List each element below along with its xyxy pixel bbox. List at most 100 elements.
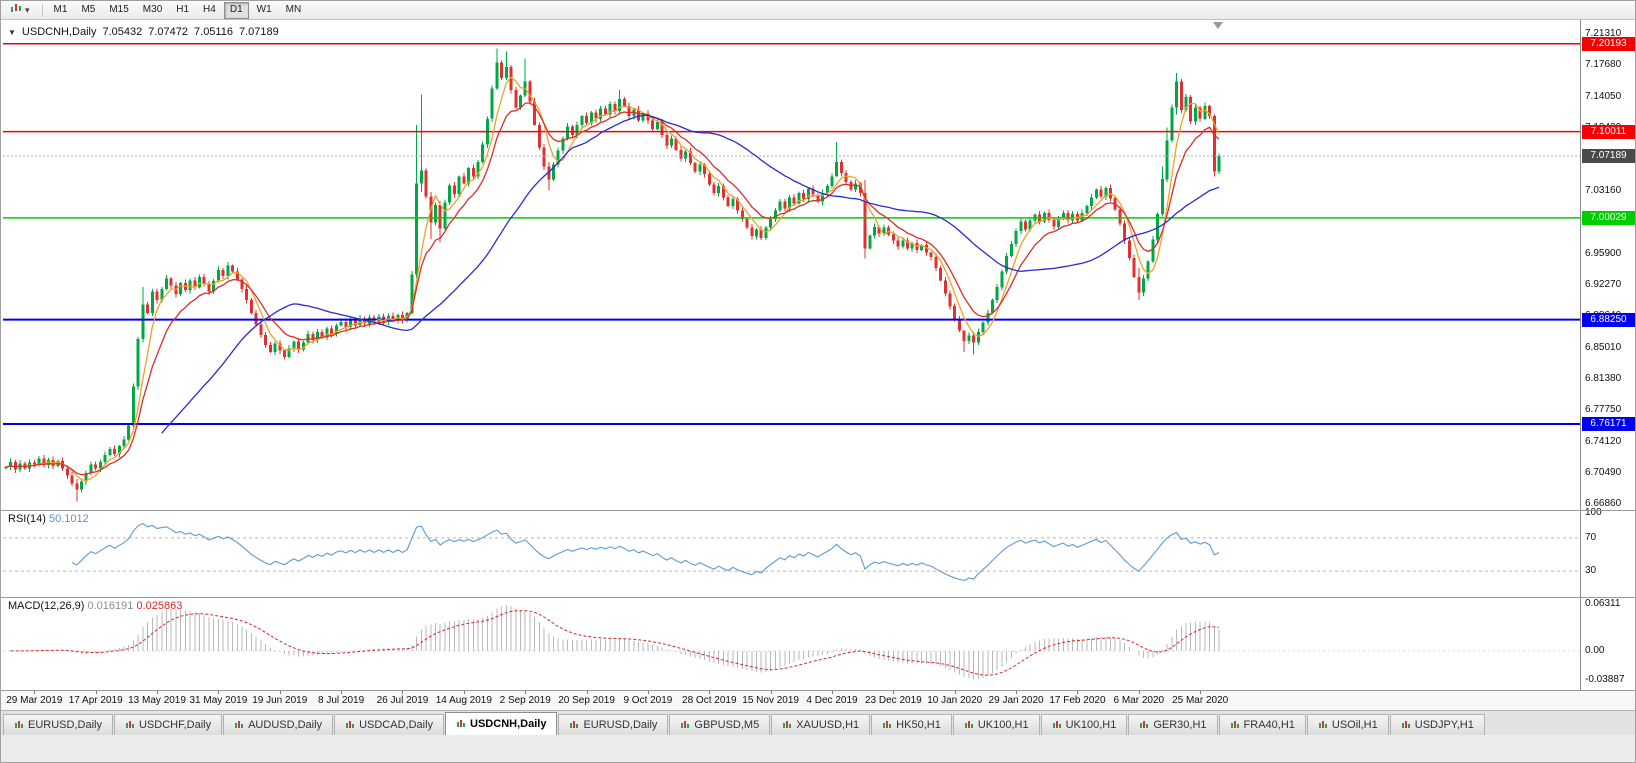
mini-chart-icon <box>1052 720 1062 730</box>
timeframe-button-w1[interactable]: W1 <box>256 3 272 15</box>
chart-tab-fra40-h1[interactable]: FRA40,H1 <box>1218 714 1306 735</box>
chart-tab-gbpusd-m5[interactable]: GBPUSD,M5 <box>669 714 771 735</box>
level-price-badge: 6.88250 <box>1582 312 1635 327</box>
timeframe-button-d1[interactable]: D1 <box>223 1 249 19</box>
chart-tab-usdchf-daily[interactable]: USDCHF,Daily <box>113 714 223 735</box>
macd-name: MACD(12,26,9) <box>8 600 85 612</box>
price-axis-label: 6.66860 <box>1585 498 1622 510</box>
date-label: 17 Feb 2020 <box>1049 695 1106 706</box>
chart-tab-usoil-h1[interactable]: USOil,H1 <box>1306 714 1389 735</box>
mini-chart-icon <box>882 720 892 730</box>
ohlc-close: 7.07189 <box>238 26 279 38</box>
date-label: 6 Mar 2020 <box>1113 695 1165 706</box>
chart-tab-xauusd-h1[interactable]: XAUUSD,H1 <box>771 714 871 735</box>
mini-chart-icon <box>456 719 466 729</box>
chart-tab-audusd-daily[interactable]: AUDUSD,Daily <box>223 714 334 735</box>
level-price-badge: 7.20193 <box>1582 36 1635 51</box>
chart-tab-eurusd-daily[interactable]: EURUSD,Daily <box>3 714 113 735</box>
mini-chart-icon <box>680 720 690 730</box>
date-tick <box>954 691 956 694</box>
chart-tab-bar: EURUSD,Daily USDCHF,Daily AUDUSD,Daily USDC… <box>1 710 1635 735</box>
date-tick <box>1200 691 1202 694</box>
chart-tab-eurusd-daily[interactable]: EURUSD,Daily <box>558 714 669 735</box>
mini-chart-icon <box>569 720 579 730</box>
date-tick <box>463 691 465 694</box>
chart-tab-usdcnh-daily[interactable]: USDCNH,Daily <box>445 712 558 735</box>
chart-tab-usdjpy-h1[interactable]: USDJPY,H1 <box>1389 714 1485 735</box>
chart-tab-uk100-h1[interactable]: UK100,H1 <box>952 714 1040 735</box>
mini-chart-icon <box>1230 720 1240 730</box>
price-axis-label: 6.92270 <box>1585 278 1622 290</box>
chart-tab-label: XAUUSD,H1 <box>796 719 860 731</box>
date-tick <box>218 691 220 694</box>
panel-separator-macd[interactable] <box>1 597 1635 598</box>
chart-shift-marker[interactable] <box>1213 22 1223 29</box>
date-label: 25 Mar 2020 <box>1172 695 1229 706</box>
date-label: 29 Mar 2019 <box>6 695 63 706</box>
timeframe-button-m1[interactable]: M1 <box>53 3 68 15</box>
chart-tab-hk50-h1[interactable]: HK50,H1 <box>871 714 952 735</box>
date-tick <box>279 691 281 694</box>
chart-menu-arrow-icon[interactable]: ▼ <box>8 27 16 37</box>
date-tick <box>95 691 97 694</box>
date-label: 29 Jan 2020 <box>988 695 1044 706</box>
timeframe-button-h4[interactable]: H4 <box>203 3 216 15</box>
date-axis[interactable]: 29 Mar 2019 17 Apr 2019 13 May 2019 31 May … <box>1 690 1635 710</box>
chevron-down-icon: ▾ <box>25 5 30 15</box>
timeframe-button-h1[interactable]: H1 <box>176 3 190 15</box>
chart-tab-label: EURUSD,Daily <box>583 719 658 731</box>
chart-title: ▼ USDCNH,Daily 7.05432 7.07472 7.05116 7… <box>8 26 279 38</box>
date-label: 8 Jul 2019 <box>318 695 365 706</box>
ohlc-open: 7.05432 <box>102 26 143 38</box>
chart-tab-label: USDCHF,Daily <box>138 719 212 731</box>
ohlc-low: 7.05116 <box>194 26 233 38</box>
date-tick <box>525 691 527 694</box>
chart-tab-usdcad-daily[interactable]: USDCAD,Daily <box>334 714 445 735</box>
mini-chart-icon <box>1401 720 1411 730</box>
date-tick <box>34 691 36 694</box>
price-axis-label: 7.03160 <box>1585 184 1622 196</box>
price-axis-label: 7.17680 <box>1585 59 1622 71</box>
chart-tab-label: UK100,H1 <box>977 719 1029 731</box>
date-label: 10 Jan 2020 <box>927 695 983 706</box>
macd-label: MACD(12,26,9) 0.016191 0.025863 <box>8 600 182 612</box>
macd-axis-label: -0.03887 <box>1585 673 1625 685</box>
chart-symbol-period: USDCNH,Daily <box>21 26 97 38</box>
chart-tab-ger30-h1[interactable]: GER30,H1 <box>1128 714 1218 735</box>
mini-chart-icon <box>125 720 135 730</box>
chart-plot-area[interactable] <box>1 20 1635 690</box>
chart-tab-label: HK50,H1 <box>896 719 941 731</box>
chart-type-icon <box>10 1 23 19</box>
timeframe-button-m15[interactable]: M15 <box>109 3 129 15</box>
chart-tab-label: GER30,H1 <box>1153 719 1207 731</box>
mini-chart-icon <box>782 720 792 730</box>
chart-tab-label: GBPUSD,M5 <box>694 719 760 731</box>
date-label: 9 Oct 2019 <box>623 695 673 706</box>
chart-type-button[interactable]: ▾ <box>5 2 35 19</box>
panel-separator-rsi[interactable] <box>1 510 1635 511</box>
chart-tab-label: USDCAD,Daily <box>359 719 434 731</box>
macd-main-value: 0.016191 <box>87 600 134 612</box>
date-tick <box>1077 691 1079 694</box>
price-axis[interactable]: 7.213107.176807.140507.104207.067907.031… <box>1580 20 1635 690</box>
date-tick <box>893 691 895 694</box>
date-tick <box>402 691 404 694</box>
level-price-badge: 6.76171 <box>1582 417 1635 431</box>
level-price-badge: 7.00029 <box>1582 210 1635 225</box>
chart-tab-label: USDCNH,Daily <box>470 718 547 730</box>
date-tick <box>770 691 772 694</box>
chart-tab-label: UK100,H1 <box>1065 719 1117 731</box>
timeframe-button-m30[interactable]: M30 <box>142 3 163 15</box>
date-label: 15 Nov 2019 <box>742 695 799 706</box>
date-tick <box>1138 691 1140 694</box>
chart-tab-uk100-h1[interactable]: UK100,H1 <box>1040 714 1128 735</box>
macd-axis-label: 0.00 <box>1585 645 1605 656</box>
toolbar-separator <box>41 3 43 17</box>
mini-chart-icon <box>234 720 244 730</box>
price-axis-label: 6.85010 <box>1585 341 1622 353</box>
timeframe-button-mn[interactable]: MN <box>285 3 302 15</box>
macd-signal-value: 0.025863 <box>136 600 183 612</box>
timeframe-button-m5[interactable]: M5 <box>81 3 96 15</box>
date-label: 13 May 2019 <box>128 695 186 706</box>
date-label: 19 Jun 2019 <box>252 695 308 706</box>
